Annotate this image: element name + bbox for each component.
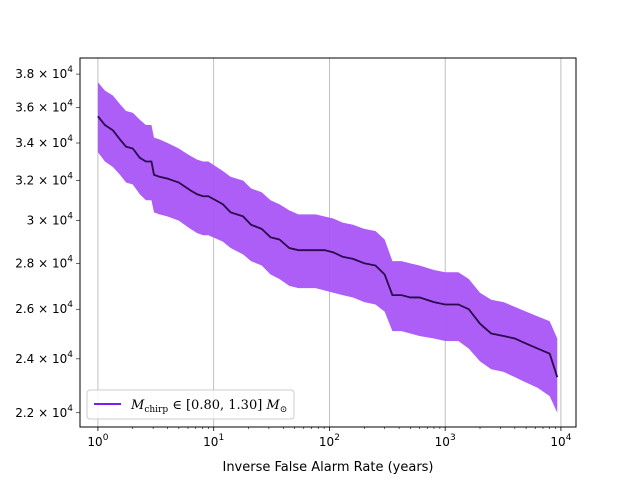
- y-tick-label: 3.2 × 104: [15, 172, 73, 188]
- x-axis-ticks: 100 101 102 103 104: [87, 427, 572, 449]
- plot-frame: [79, 57, 577, 428]
- y-tick-label: 3.6 × 104: [15, 99, 73, 115]
- y-tick-label: 2.4 × 104: [15, 350, 73, 366]
- y-tick-label: 2.6 × 104: [15, 300, 73, 316]
- y-tick-label: 3.4 × 104: [15, 134, 73, 150]
- legend: Mchirp ∈ [0.80, 1.30] M⊙: [86, 389, 295, 420]
- confidence-band-layer: [97, 82, 558, 413]
- y-tick-label: 3.8 × 104: [15, 65, 73, 81]
- x-tick-label: 104: [550, 433, 571, 449]
- y-tick-label: 2.2 × 104: [15, 404, 73, 420]
- y-tick-label: 3 × 104: [27, 212, 74, 228]
- x-tick-label: 101: [203, 433, 224, 449]
- confidence-band: [97, 82, 558, 413]
- x-tick-label: 103: [435, 433, 456, 449]
- median-line: [97, 115, 559, 378]
- legend-label: Mchirp ∈ [0.80, 1.30] M⊙: [130, 398, 287, 415]
- y-tick-label: 2.8 × 104: [15, 254, 73, 270]
- x-axis-title: Inverse False Alarm Rate (years): [222, 460, 433, 475]
- median-line-layer: [97, 115, 559, 378]
- x-tick-label: 102: [319, 433, 340, 449]
- legend-box: [86, 389, 295, 420]
- x-tick-label: 100: [87, 433, 108, 449]
- y-axis-ticks: 2.2 × 104 2.4 × 104 2.6 × 104 2.8 × 104 3 × …: [15, 65, 80, 420]
